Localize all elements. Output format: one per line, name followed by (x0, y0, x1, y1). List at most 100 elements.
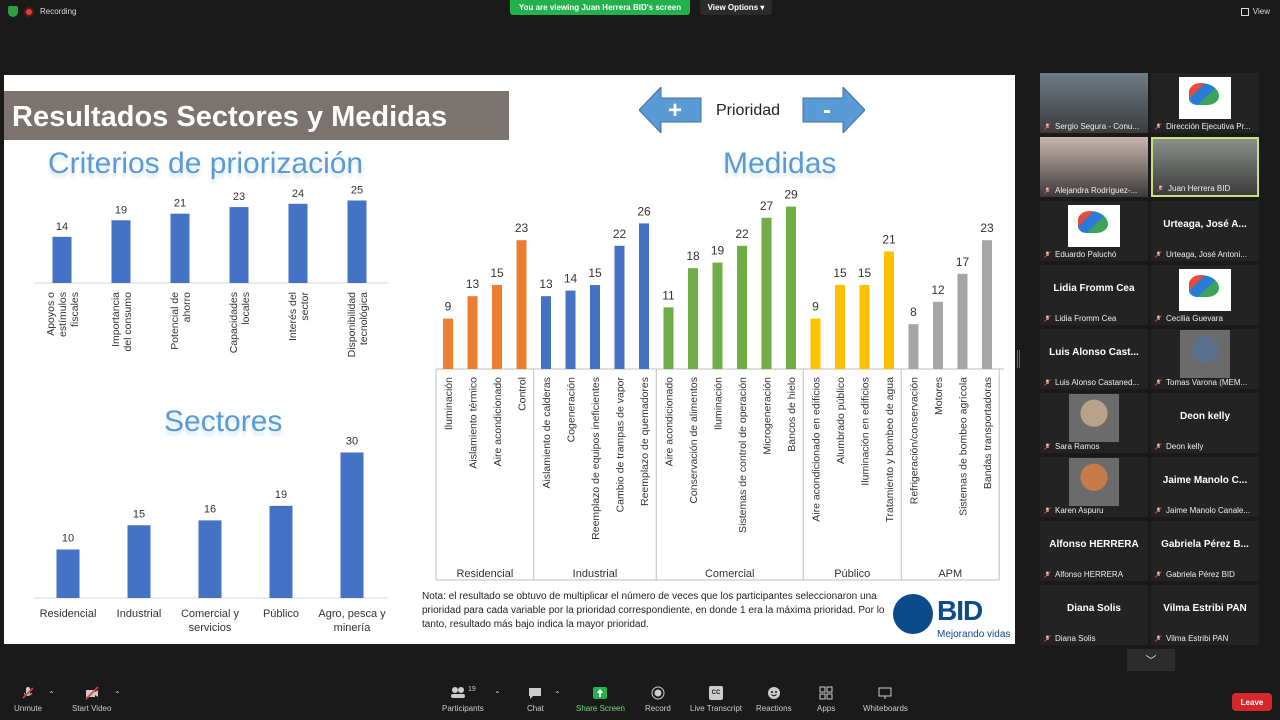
recording-label: Recording (40, 7, 77, 16)
muted-mic-icon (1157, 185, 1164, 192)
mesoamerica-logo (1179, 77, 1231, 119)
gallery-next-button[interactable]: ﹀ (1127, 649, 1175, 671)
measures-value-label: 13 (466, 277, 480, 291)
measures-group-label: Comercial (705, 568, 755, 580)
shield-icon[interactable] (8, 6, 18, 17)
measures-bar (786, 206, 796, 369)
start-video-button[interactable]: Start Video (72, 686, 111, 713)
participant-tile[interactable]: Lidia Fromm Cea Lidia Fromm Cea (1040, 265, 1148, 325)
participant-tile[interactable]: Alfonso HERRERA Alfonso HERRERA (1040, 521, 1148, 581)
recording-indicator: Recording (8, 6, 76, 17)
measures-bar (884, 251, 894, 369)
participant-tile[interactable]: Urteaga, José A... Urteaga, José Antoni..… (1151, 201, 1259, 261)
sectors-category-label: Público (263, 608, 299, 620)
muted-mic-icon (1044, 251, 1051, 258)
participant-tile[interactable]: Sergio Segura - Conu... (1040, 73, 1148, 133)
measures-value-label: 27 (760, 199, 774, 213)
measures-bar (443, 318, 453, 369)
chat-options-caret[interactable]: ⌃ (554, 690, 561, 699)
share-screen-icon (593, 687, 608, 699)
measures-value-label: 15 (833, 266, 847, 280)
record-icon (651, 686, 665, 700)
muted-mic-icon (1155, 443, 1162, 450)
measures-category-label: Microgeneración (762, 377, 774, 455)
measures-group-label: Residencial (456, 568, 513, 580)
measures-value-label: 26 (637, 204, 651, 218)
participant-name: Sergio Segura - Conu... (1055, 122, 1140, 131)
participant-tile[interactable]: Alejandra Rodríguez-... (1040, 137, 1148, 197)
measures-value-label: 15 (490, 266, 504, 280)
participants-options-caret[interactable]: ⌃ (494, 690, 501, 699)
participants-button[interactable]: 19 Participants (442, 686, 484, 713)
participant-tile[interactable]: Karen Aspuru (1040, 457, 1148, 517)
measures-group-label: APM (938, 568, 962, 580)
measures-category-label: Aire acondicionado (492, 377, 504, 466)
share-screen-button[interactable]: Share Screen (576, 686, 625, 713)
muted-mic-icon (1044, 635, 1051, 642)
measures-category-label: Aislamiento térmico (468, 377, 480, 469)
participant-photo (1180, 330, 1230, 378)
participant-name: Dirección Ejecutiva Pr... (1166, 122, 1251, 131)
video-options-caret[interactable]: ⌃ (114, 690, 121, 699)
globe-icon (893, 594, 933, 634)
measures-bar (467, 296, 478, 369)
participant-tile[interactable]: Tomas Varona (MEM... (1151, 329, 1259, 389)
measures-value-label: 22 (735, 227, 749, 241)
measures-bar (908, 324, 919, 369)
view-label: View (1252, 7, 1270, 16)
measures-bar (516, 240, 527, 369)
participant-tile[interactable]: Deon kelly Deon kelly (1151, 393, 1259, 453)
criteria-bar (111, 220, 131, 283)
priority-legend: + Prioridad - (639, 85, 865, 135)
participant-display-name: Luis Alonso Cast... (1049, 347, 1139, 358)
plus-sign: + (668, 97, 682, 124)
measures-category-label: Iluminación en edificios (860, 377, 872, 486)
measures-bar (688, 268, 698, 369)
participant-tile[interactable]: Jaime Manolo C... Jaime Manolo Canale... (1151, 457, 1259, 517)
measures-value-label: 15 (858, 266, 872, 280)
audio-options-caret[interactable]: ⌃ (48, 690, 55, 699)
record-dot-icon (24, 6, 34, 17)
mesoamerica-logo (1179, 269, 1231, 311)
participant-tile[interactable]: Eduardo Paluchó (1040, 201, 1148, 261)
participant-tile[interactable]: Gabriela Pérez B... Gabriela Pérez BID (1151, 521, 1259, 581)
measures-bar (737, 245, 747, 369)
participants-icon (451, 687, 465, 698)
participant-tile[interactable]: Juan Herrera BID (1151, 137, 1259, 197)
whiteboards-button[interactable]: Whiteboards (863, 686, 908, 713)
top-bar: Recording You are viewing Juan Herrera B… (0, 0, 1280, 26)
unmute-button[interactable]: Unmute (14, 686, 42, 713)
splitter-handle[interactable] (1017, 350, 1020, 368)
participant-tile[interactable]: Vilma Estribi PAN Vilma Estribi PAN (1151, 585, 1259, 645)
participant-tile[interactable]: Luis Alonso Cast... Luis Alonso Castaned.… (1040, 329, 1148, 389)
participant-tile[interactable]: Dirección Ejecutiva Pr... (1151, 73, 1259, 133)
view-options-button[interactable]: View Options ▾ (700, 0, 772, 15)
participant-tile[interactable]: Diana Solis Diana Solis (1040, 585, 1148, 645)
chat-button[interactable]: Chat (527, 686, 544, 713)
measures-category-label: Cambio de trampas de vapor (615, 377, 627, 513)
measures-bar (982, 240, 992, 369)
measures-heading: Medidas (723, 147, 837, 180)
leave-button[interactable]: Leave (1232, 693, 1272, 711)
view-button[interactable]: View (1240, 7, 1270, 16)
criteria-value-label: 24 (292, 188, 304, 200)
apps-button[interactable]: Apps (817, 686, 835, 713)
sectors-value-label: 10 (62, 533, 74, 545)
measures-value-label: 14 (564, 272, 578, 286)
apps-icon (819, 686, 833, 700)
record-button[interactable]: Record (645, 686, 671, 713)
measures-category-label: Aire acondicionado en edificios (811, 377, 823, 522)
measures-bar (590, 285, 600, 369)
live-transcript-button[interactable]: CC Live Transcript (690, 686, 742, 713)
measures-value-label: 21 (882, 232, 896, 246)
participant-tile[interactable]: Cecilia Guevara (1151, 265, 1259, 325)
reactions-button[interactable]: Reactions (756, 686, 792, 713)
footnote: Nota: el resultado se obtuvo de multipli… (422, 591, 885, 630)
participant-tile[interactable]: Sara Ramos (1040, 393, 1148, 453)
slide-charts: 14 Apoyos oestímulosfiscales 19 Importancia… (34, 185, 1004, 634)
measures-category-label: Control (517, 377, 529, 411)
measures-category-label: Tratamiento y bombeo de agua (884, 377, 896, 523)
criteria-bar (170, 213, 190, 283)
measures-bar (810, 318, 821, 369)
participants-count: 19 (468, 686, 476, 693)
